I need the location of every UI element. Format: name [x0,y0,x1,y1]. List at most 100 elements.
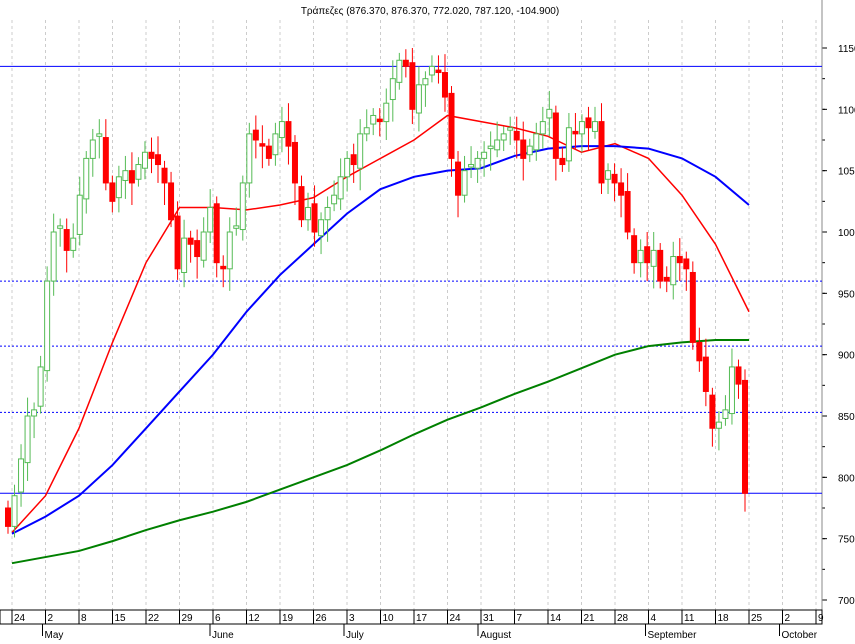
candle-body [337,176,344,200]
y-tick-label: 1050 [838,167,855,178]
candle-body [24,415,31,464]
candle-body [109,182,116,202]
candle-body [168,182,175,221]
candle-body [559,157,566,166]
candle-body [207,206,214,233]
candle-body [331,194,338,205]
candle-body [305,206,312,221]
x-tick-label: 24 [14,613,26,624]
candle-body [161,167,168,184]
candle-body [533,133,540,151]
candle-body [494,139,501,151]
candle-body [742,379,748,494]
x-tick-label: 29 [182,613,194,624]
candle-body [585,117,592,129]
candle-body [663,276,670,282]
x-tick-label: 28 [617,613,629,624]
candle-body [500,133,507,141]
candle-body [689,271,696,343]
x-tick-label: 25 [751,613,763,624]
candle-body [246,133,253,184]
candle-body [402,59,409,67]
candle-body [507,127,514,131]
x-axis-box [0,609,823,625]
candle-body [468,164,475,168]
candle-body [259,143,266,147]
candle-body [213,203,220,264]
y-tick-label: 800 [838,473,855,484]
candle-body [735,366,742,385]
candle-body [272,133,279,156]
candle-body [363,127,370,135]
candle-body [598,121,605,184]
x-tick-label: 8 [81,613,87,624]
candle-body [278,121,285,139]
candle-body [637,249,644,264]
y-tick-label: 1150 [838,44,855,55]
x-tick-label: 7 [517,613,523,624]
candle-body [376,118,383,123]
candle-body [572,130,579,135]
candle-body [324,206,331,221]
candle-body [350,154,357,166]
candle-body [578,121,585,135]
y-tick-label: 700 [838,596,855,607]
candle-body [298,186,305,221]
y-tick-label: 900 [838,351,855,362]
candle-body [591,121,598,132]
candle-body [344,157,351,178]
candle-body [135,164,142,180]
x-tick-label: 10 [383,613,395,624]
candle-body [415,84,422,114]
candle-body [128,170,135,184]
candle-body [200,231,207,261]
x-tick-label: 9 [818,613,824,624]
candle-body [396,59,403,83]
candle-body [481,151,488,159]
candle-body [650,249,657,267]
candle-body [383,102,390,123]
candle-body [44,280,51,372]
candle-body [448,92,455,159]
candle-body [722,409,729,419]
candle-body [611,173,618,184]
candle-body [115,176,122,199]
y-tick-label: 1000 [838,228,855,239]
candle-body [5,507,11,527]
candle-body [644,246,651,264]
x-tick-label: 14 [550,613,562,624]
candle-body [565,127,572,162]
candle-body [624,191,631,233]
x-tick-label: 21 [584,613,596,624]
candle-body [102,137,109,184]
candle-body [631,235,638,264]
candle-body [696,341,703,362]
candle-body [370,114,377,125]
candle-body [702,356,709,392]
candle-body [441,72,448,98]
candle-body [233,225,240,229]
candle-body [96,133,103,137]
candle-body [174,215,181,270]
candle-body [57,225,64,229]
month-label: May [45,630,64,641]
candle-body [422,78,429,86]
chart-title: Τράπεζες (876.370, 876.370, 772.020, 787… [301,5,559,17]
x-tick-label: 2 [785,613,791,624]
candle-body [389,78,396,101]
moving-average-line [11,338,749,565]
candle-body [291,141,298,184]
candle-body [546,108,553,119]
x-tick-label: 4 [651,613,657,624]
candle-body [89,139,96,159]
candle-body [265,145,272,159]
candle-body [31,409,38,417]
candle-body [252,129,259,141]
x-tick-label: 2 [48,613,54,624]
candle-body [18,458,25,493]
x-tick-label: 22 [148,613,160,624]
candle-body [83,157,90,200]
moving-average-line [11,114,750,534]
x-tick-label: 12 [249,613,261,624]
